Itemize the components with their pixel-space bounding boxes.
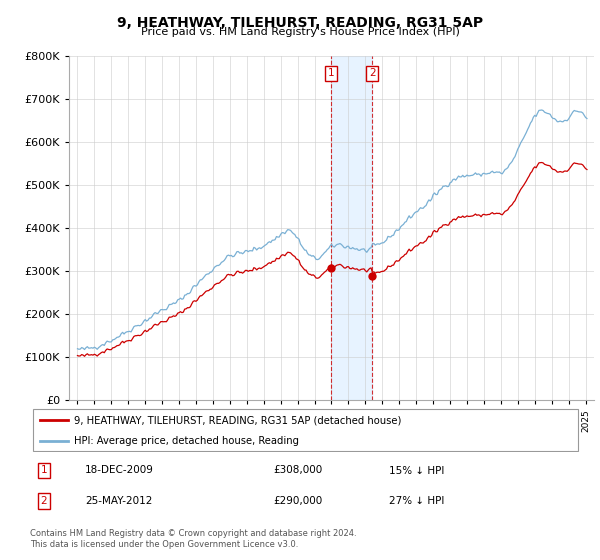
Text: 2: 2 — [40, 496, 47, 506]
Text: 15% ↓ HPI: 15% ↓ HPI — [389, 465, 444, 475]
Text: £290,000: £290,000 — [273, 496, 322, 506]
Text: 1: 1 — [328, 68, 334, 78]
Text: Contains HM Land Registry data © Crown copyright and database right 2024.
This d: Contains HM Land Registry data © Crown c… — [30, 529, 356, 549]
FancyBboxPatch shape — [33, 409, 578, 451]
Text: 9, HEATHWAY, TILEHURST, READING, RG31 5AP: 9, HEATHWAY, TILEHURST, READING, RG31 5A… — [117, 16, 483, 30]
Text: 18-DEC-2009: 18-DEC-2009 — [85, 465, 154, 475]
Text: 1: 1 — [40, 465, 47, 475]
Text: HPI: Average price, detached house, Reading: HPI: Average price, detached house, Read… — [74, 436, 299, 446]
Text: 9, HEATHWAY, TILEHURST, READING, RG31 5AP (detached house): 9, HEATHWAY, TILEHURST, READING, RG31 5A… — [74, 415, 401, 425]
Text: 25-MAY-2012: 25-MAY-2012 — [85, 496, 152, 506]
Text: 27% ↓ HPI: 27% ↓ HPI — [389, 496, 444, 506]
Text: Price paid vs. HM Land Registry's House Price Index (HPI): Price paid vs. HM Land Registry's House … — [140, 27, 460, 37]
Text: £308,000: £308,000 — [273, 465, 322, 475]
Text: 2: 2 — [369, 68, 376, 78]
Bar — [331, 56, 372, 400]
